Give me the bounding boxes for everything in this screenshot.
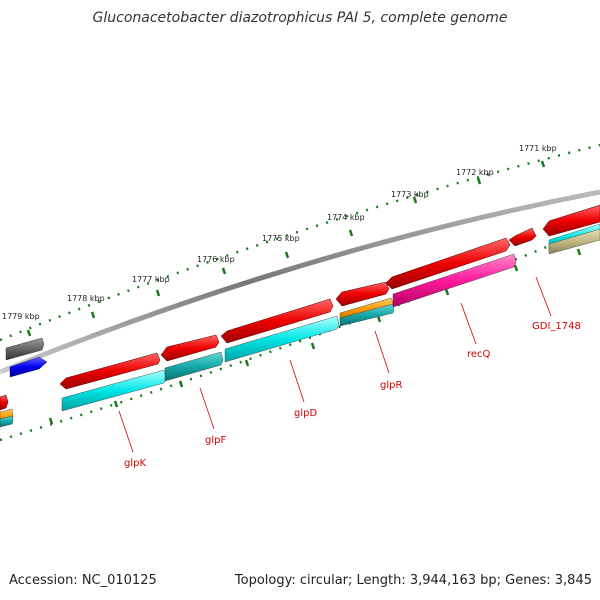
gene-arrow-glpD[interactable] [224, 315, 340, 363]
gene-label-glpR: glpR [380, 380, 402, 391]
gene-label-GDI_1748: GDI_1748 [532, 321, 581, 332]
cds-track [0, 204, 600, 411]
gene-arrow-glpF[interactable] [164, 351, 224, 382]
gene-arrow-glpR-teal[interactable] [339, 303, 395, 327]
scale-label-1778: 1778 kbp [67, 294, 105, 303]
feature-blue-arrow[interactable] [9, 356, 48, 378]
cds-arrow-glpR[interactable] [335, 281, 390, 307]
scale-label-1775: 1775 kbp [262, 234, 300, 243]
scale-label-1779: 1779 kbp [2, 312, 40, 321]
cds-arrow-right-edge[interactable] [542, 204, 600, 237]
gene-arrow-recQ[interactable] [392, 253, 517, 308]
gene-arrow-right-khaki[interactable] [548, 228, 600, 255]
cds-arrow-glpF[interactable] [160, 334, 220, 362]
scale-label-1772: 1772 kbp [456, 168, 494, 177]
cds-arrow-glpD[interactable] [220, 298, 334, 344]
genome-backbone [0, 189, 600, 375]
gene-arrow-left-teal[interactable] [0, 415, 14, 428]
gene-label-recQ: recQ [467, 349, 491, 360]
gene-label-glpD: glpD [294, 408, 317, 419]
topology-text: Topology: circular; Length: 3,944,163 bp… [234, 573, 592, 588]
cds-arrow-recQ[interactable] [385, 237, 511, 290]
label-leaders [118, 276, 552, 453]
gene-label-glpF: glpF [205, 435, 226, 446]
scale-label-1777: 1777 kbp [132, 275, 170, 284]
major-ticks-outer [26, 160, 546, 337]
scale-label-1776: 1776 kbp [197, 255, 235, 264]
feature-grey-arrow[interactable] [5, 337, 45, 361]
scale-label-1774: 1774 kbp [327, 213, 365, 222]
scale-label-1771: 1771 kbp [519, 144, 557, 153]
gene-track [0, 223, 600, 428]
accession-text: Accession: NC_010125 [9, 573, 157, 588]
major-ticks-inner [48, 248, 582, 425]
gene-label-glpK: glpK [124, 458, 146, 469]
cds-arrow-GDI_1748[interactable] [508, 227, 537, 247]
map-title: Gluconacetobacter diazotrophicus PAI 5, … [92, 10, 508, 26]
cds-arrow-glpK[interactable] [59, 352, 161, 390]
cds-arrow-left-edge[interactable] [0, 394, 9, 411]
scale-label-1773: 1773 kbp [391, 190, 429, 199]
